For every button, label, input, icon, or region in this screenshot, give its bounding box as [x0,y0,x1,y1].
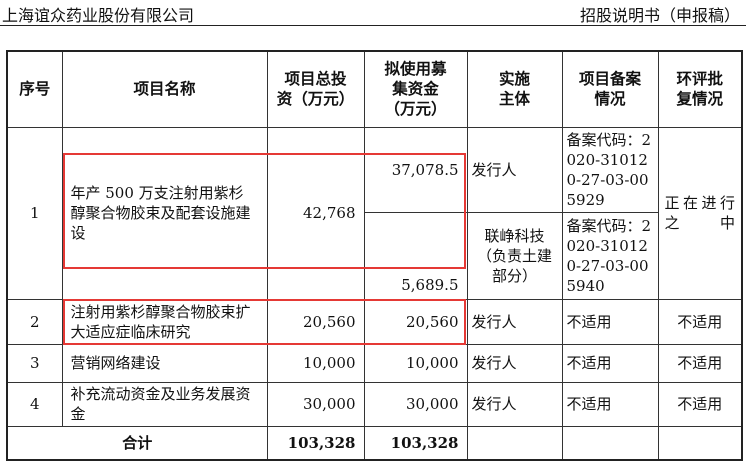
row1-funds-a: 37,078.5 [363,126,468,213]
table-row-1a: 1 年产 500 万支注射用紫杉醇聚合物胶束及配套设施建设 42,768 37,… [6,126,743,300]
row2-record: 不适用 [561,298,659,345]
total-investment: 103,328 [266,425,365,461]
row1-env: 正在进行之中 [657,126,743,300]
row1-no: 1 [6,126,63,300]
total-funds: 103,328 [363,425,468,461]
row3-total: 10,000 [266,343,365,383]
total-entity-empty [466,425,563,461]
col-header-total-line1: 项目总投 [284,69,347,89]
row2-no: 2 [6,298,63,345]
fund-use-table: 序号 项目名称 项目总投 资（万元） 拟使用募 集资金 （万元） 实施 主体 项… [6,50,743,464]
row4-total: 30,000 [266,381,365,427]
row1-record-b: 备案代码：2020-310120-27-03-005940 [561,211,659,300]
row1-entity-a: 发行人 [466,126,563,213]
row2-env: 不适用 [657,298,743,345]
row2-funds: 20,560 [363,298,468,345]
document-type: 招股说明书（申报稿） [579,6,740,25]
col-header-entity-line2: 主体 [498,89,530,109]
row2-entity: 发行人 [466,298,563,345]
row4-record: 不适用 [561,381,659,427]
col-header-record: 项目备案 情况 [561,50,659,128]
col-header-entity: 实施 主体 [466,50,563,128]
row4-env: 不适用 [657,381,743,427]
col-header-total: 项目总投 资（万元） [266,50,365,128]
col-header-funds: 拟使用募 集资金 （万元） [363,50,468,128]
row2-total: 20,560 [266,298,365,345]
row3-funds: 10,000 [363,343,468,383]
col-header-record-line1: 项目备案 [578,69,641,89]
table-header-row: 序号 项目名称 项目总投 资（万元） 拟使用募 集资金 （万元） 实施 主体 项… [6,50,743,128]
row3-env: 不适用 [657,343,743,383]
row1-entity-b: 联峥科技（负责土建部分） [466,211,563,300]
col-header-funds-line3: （万元） [384,99,447,119]
table-row-3: 3 营销网络建设 10,000 10,000 发行人 不适用 不适用 [6,343,743,383]
row4-entity: 发行人 [466,381,563,427]
total-record-empty [561,425,659,461]
header-rule [0,25,746,26]
col-header-entity-line1: 实施 [498,69,530,89]
row3-name: 营销网络建设 [61,343,268,383]
page-header: 上海谊众药业股份有限公司 招股说明书（申报稿） [0,0,746,26]
row1-total: 42,768 [266,126,365,300]
row3-no: 3 [6,343,63,383]
col-header-env-line1: 环评批 [676,69,723,89]
col-header-env: 环评批 复情况 [657,50,743,128]
row2-name: 注射用紫杉醇聚合物胶束扩大适应症临床研究 [61,298,268,345]
total-env-empty [657,425,743,461]
col-header-funds-line1: 拟使用募 [384,59,447,79]
row4-name: 补充流动资金及业务发展资金 [61,381,268,427]
row1-name: 年产 500 万支注射用紫杉醇聚合物胶束及配套设施建设 [61,126,268,300]
col-header-env-line2: 复情况 [676,89,723,109]
row1-funds-b: 5,689.5 [363,211,468,300]
row3-entity: 发行人 [466,343,563,383]
col-header-record-line2: 情况 [594,89,626,109]
table-total-row: 合计 103,328 103,328 [6,425,743,461]
col-header-no: 序号 [6,50,63,128]
row1-record-a: 备案代码：2020-310120-27-03-005929 [561,126,659,213]
row4-funds: 30,000 [363,381,468,427]
col-header-total-line2: 资（万元） [276,89,355,109]
table-row-1b: 5,689.5 联峥科技（负责土建部分） 备案代码：2020-310120-27… [7,211,742,300]
company-name: 上海谊众药业股份有限公司 [2,6,195,25]
row3-record: 不适用 [561,343,659,383]
col-header-funds-line2: 集资金 [392,79,439,99]
table-row-2: 2 注射用紫杉醇聚合物胶束扩大适应症临床研究 20,560 20,560 发行人… [6,298,743,345]
col-header-name: 项目名称 [61,50,268,128]
total-label: 合计 [6,425,268,461]
table-row-4: 4 补充流动资金及业务发展资金 30,000 30,000 发行人 不适用 不适… [6,381,743,427]
row4-no: 4 [6,381,63,427]
